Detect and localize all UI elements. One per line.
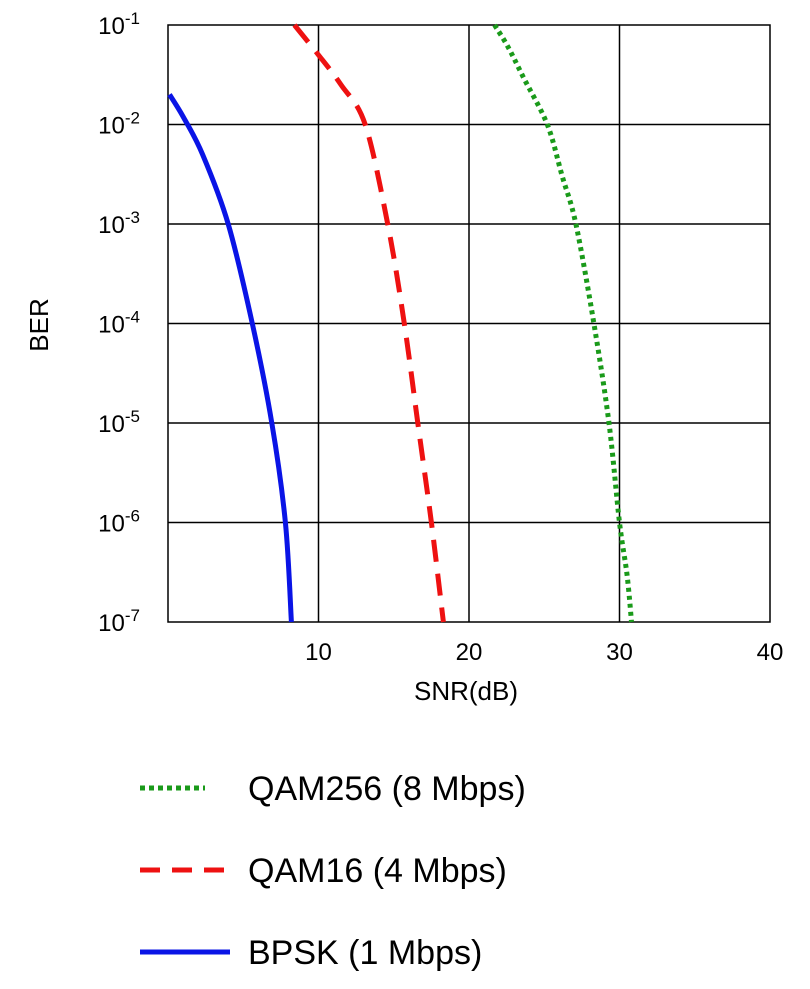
x-tick-label: 40 [757, 639, 784, 666]
series-line-bpsk [167, 93, 294, 623]
series-line-qam16 [292, 23, 446, 623]
series-layer [167, 23, 634, 623]
y-tick-label: 10-6 [98, 507, 140, 538]
legend: QAM256 (8 Mbps) QAM16 (4 Mbps) BPSK (1 Mbp… [140, 770, 526, 972]
y-tick-label: 10-3 [98, 208, 140, 239]
y-tick-label: 10-7 [98, 606, 140, 637]
x-tick-label: 30 [606, 639, 633, 666]
y-tick-label: 10-1 [98, 9, 140, 40]
y-tick-label: 10-5 [98, 407, 140, 438]
y-axis-label: BER [24, 298, 54, 351]
x-tick-label: 10 [305, 639, 332, 666]
legend-label-qam16: QAM16 (4 Mbps) [248, 852, 507, 890]
grid-layer [168, 25, 770, 622]
axis-layer [167, 24, 771, 623]
plot-frame [167, 24, 771, 623]
tick-label-layer: 10 20 30 40 10-1 10-2 10-3 10-4 10-5 10-6 10-7 [98, 9, 783, 666]
x-tick-label: 20 [456, 639, 483, 666]
y-tick-label: 10-2 [98, 109, 140, 140]
x-axis-label: SNR(dB) [414, 676, 518, 706]
legend-label-bpsk: BPSK (1 Mbps) [248, 934, 482, 972]
legend-label-qam256: QAM256 (8 Mbps) [248, 770, 526, 808]
y-tick-label: 10-4 [98, 308, 140, 339]
